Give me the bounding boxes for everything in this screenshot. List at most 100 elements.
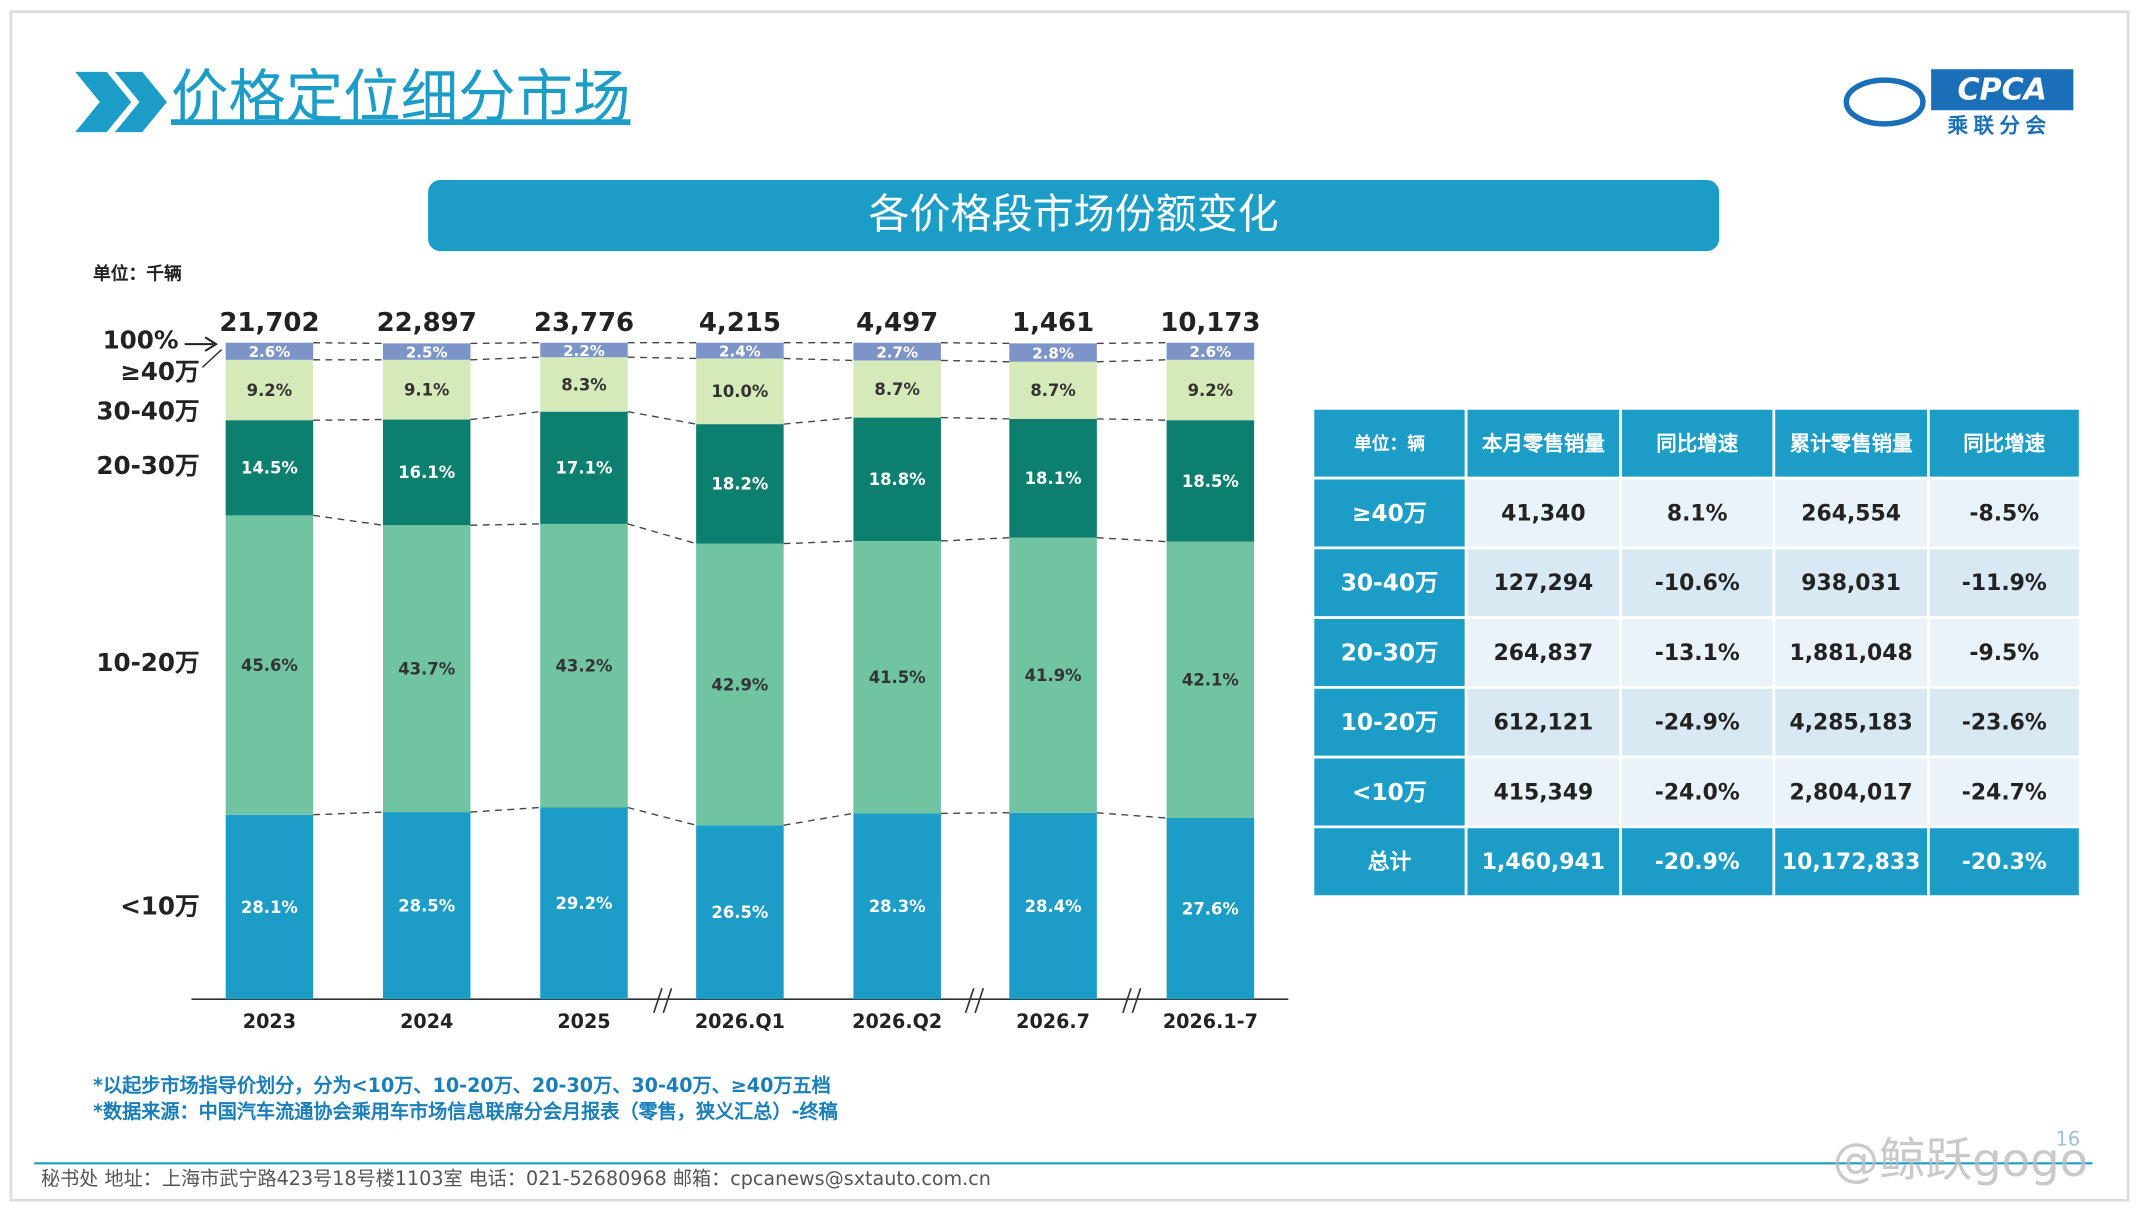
table-cell (1619, 825, 1776, 898)
x-tick-label: 2024 (400, 1010, 453, 1033)
bar-segment (382, 419, 471, 526)
table-text: ≥40万 (1352, 500, 1427, 527)
table-cell (1619, 546, 1776, 619)
value-label: 18.1% (1025, 469, 1082, 488)
series-label: 10-20万 (96, 648, 199, 677)
table-text: 30-40万 (1341, 570, 1439, 597)
table-cell (1311, 755, 1468, 829)
table-text: 264,554 (1801, 501, 1901, 526)
x-tick-label: 2025 (557, 1010, 610, 1033)
table-text: -24.9% (1655, 711, 1740, 736)
value-label: 2.4% (719, 342, 761, 360)
top-arrow (184, 336, 219, 352)
value-label: 43.7% (398, 660, 455, 679)
value-label: 18.8% (869, 470, 926, 489)
table-text: 单位：辆 (1354, 433, 1425, 455)
x-tick-label: 2026.7 (1016, 1010, 1090, 1033)
bar-segment (696, 424, 784, 544)
bar-segment (225, 515, 314, 815)
table-text: 10-20万 (1341, 709, 1439, 736)
series-label: 20-30万 (96, 451, 199, 480)
value-label: 9.2% (1188, 381, 1234, 400)
table-text: 264,837 (1494, 641, 1594, 666)
table-cell (1927, 616, 2082, 689)
table-cell (1464, 476, 1623, 550)
page-title: 价格定位细分市场 (171, 63, 631, 130)
value-label: 18.5% (1182, 472, 1239, 491)
table-text: 20-30万 (1341, 639, 1439, 666)
value-label: 2.6% (1190, 343, 1232, 361)
bar-segment (696, 342, 784, 359)
series-label: ≥40万 (120, 357, 199, 386)
bar-segment (696, 825, 784, 1000)
value-label: 29.2% (556, 894, 613, 913)
watermark: @鲸跃gogo (1833, 1133, 2088, 1187)
table-text: -24.7% (1962, 780, 2047, 805)
bar-segment (1166, 541, 1255, 819)
logo-text: CPCA (1957, 73, 2046, 108)
value-label: 45.6% (241, 656, 298, 675)
total-label: 23,776 (534, 308, 634, 338)
value-label: 2.5% (406, 343, 448, 361)
value-label: 2.2% (563, 342, 605, 360)
bar-segment (696, 358, 784, 425)
table-text: 同比增速 (1963, 432, 2045, 456)
x-tick-label: 2026.Q2 (852, 1010, 942, 1033)
x-tick-label: 2026.Q1 (695, 1010, 785, 1033)
chart-title-banner (428, 179, 1720, 252)
bar-segment (382, 343, 471, 360)
bar-segment (853, 342, 941, 361)
bar-segment (1009, 537, 1097, 813)
series-label: <10万 (120, 892, 199, 921)
note: *数据来源：中国汽车流通协会乘用车市场信息联席分会月报表（零售，狭义汇总）-终稿 (93, 1100, 838, 1123)
value-label: 42.1% (1182, 671, 1239, 690)
bar-segment (1009, 343, 1097, 362)
table-text: 415,349 (1494, 780, 1594, 805)
table-cell (1311, 686, 1468, 759)
value-label: 28.1% (241, 898, 298, 917)
table-cell (1619, 476, 1776, 550)
value-label: 14.5% (241, 459, 298, 478)
bar-segment (540, 411, 628, 524)
logo-box (1931, 69, 2074, 111)
table-text: -20.3% (1962, 850, 2047, 875)
table-cell (1927, 476, 2082, 550)
value-label: 42.9% (711, 675, 768, 694)
value-label: 9.2% (247, 381, 293, 400)
table-text: 1,460,941 (1482, 850, 1605, 875)
value-label: 2.8% (1032, 344, 1074, 362)
total-label: 21,702 (219, 308, 319, 338)
footer-text: 秘书处 地址：上海市武宁路423号18号楼1103室 电话：021-526809… (41, 1167, 991, 1190)
bar-segment (696, 543, 784, 826)
value-label: 28.3% (869, 897, 926, 916)
total-label: 4,497 (856, 308, 938, 338)
bar-segment (225, 342, 314, 360)
table-text: -23.6% (1962, 711, 2047, 736)
value-label: 18.2% (711, 475, 768, 494)
value-label: 26.5% (711, 903, 768, 922)
logo-mark (1843, 77, 1926, 127)
total-label: 22,897 (377, 308, 477, 338)
table-text: 2,804,017 (1790, 780, 1913, 805)
bar-segment (540, 342, 628, 358)
table-text: 41,340 (1501, 501, 1585, 526)
bar-segment (540, 807, 628, 1000)
bar-segment (1166, 818, 1255, 1000)
bar-segment (225, 359, 314, 421)
note: *以起步市场指导价划分，分为<10万、10-20万、20-30万、30-40万、… (93, 1074, 831, 1097)
table-text: 累计零售销量 (1790, 432, 1913, 456)
table-cell (1772, 825, 1930, 898)
table-cell (1464, 616, 1623, 689)
table-text: -9.5% (1969, 641, 2039, 666)
table-cell (1464, 546, 1623, 619)
value-label: 28.4% (1025, 897, 1082, 916)
bar-segment (382, 812, 471, 1000)
table-text: 同比增速 (1656, 432, 1738, 456)
table-cell (1927, 755, 2082, 829)
table-cell (1619, 686, 1776, 759)
axis-breaks (652, 987, 1142, 1014)
value-label: 9.1% (404, 381, 450, 400)
bar-segment (382, 525, 471, 813)
logo-sub: 乘联分会 (1947, 114, 2052, 138)
